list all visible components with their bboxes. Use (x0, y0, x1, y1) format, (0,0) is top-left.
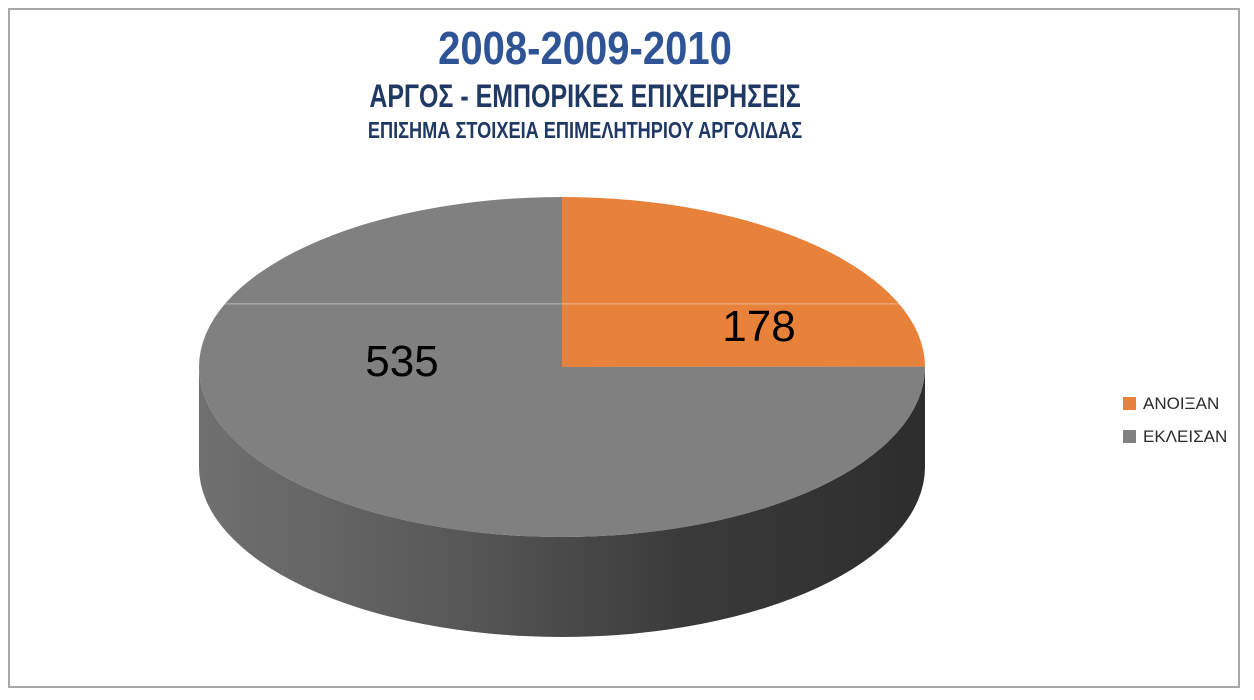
legend-item-anoixan: ΑΝΟΙΞΑΝ (1123, 395, 1227, 412)
legend-label-ekleisan: ΕΚΛΕΙΣΑΝ (1143, 427, 1228, 446)
data-label-anoixan: 178 (722, 302, 796, 351)
legend-swatch-anoixan-icon (1123, 397, 1136, 410)
pie-slice-1 (199, 197, 926, 537)
data-label-ekleisan: 535 (365, 337, 439, 386)
pie-slice-0 (562, 197, 925, 367)
legend-swatch-ekleisan-icon (1123, 430, 1136, 443)
legend-label-anoixan: ΑΝΟΙΞΑΝ (1143, 394, 1220, 413)
legend: ΑΝΟΙΞΑΝ ΕΚΛΕΙΣΑΝ (1123, 395, 1227, 445)
pie-side-face (199, 367, 925, 637)
pie-highlight-line (199, 303, 925, 305)
legend-item-ekleisan: ΕΚΛΕΙΣΑΝ (1123, 428, 1227, 445)
